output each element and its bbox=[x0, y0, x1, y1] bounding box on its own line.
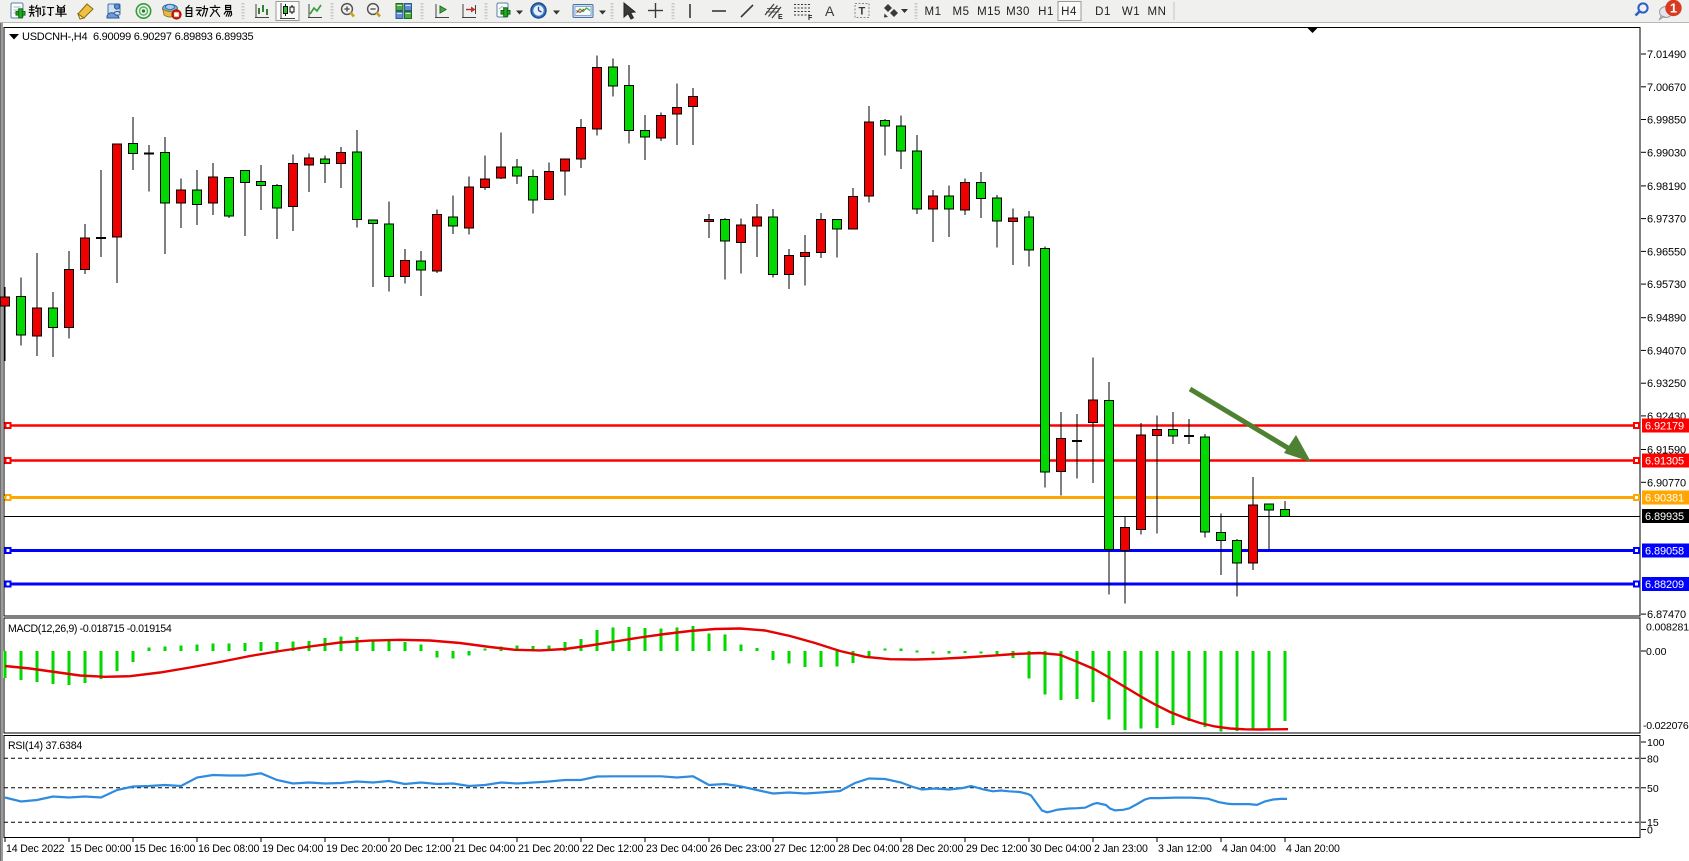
svg-text:21 Dec 04:00: 21 Dec 04:00 bbox=[454, 843, 515, 855]
svg-text:2 Jan 23:00: 2 Jan 23:00 bbox=[1094, 843, 1148, 855]
svg-text:50: 50 bbox=[1647, 783, 1659, 795]
svg-text:USDCNH-,H4 6.90099 6.90297 6.: USDCNH-,H4 6.90099 6.90297 6.89893 6.899… bbox=[22, 31, 254, 43]
svg-text:26 Dec 23:00: 26 Dec 23:00 bbox=[710, 843, 771, 855]
svg-text:22 Dec 12:00: 22 Dec 12:00 bbox=[582, 843, 643, 855]
svg-text:-0.022076: -0.022076 bbox=[1643, 720, 1689, 732]
svg-text:14 Dec 2022: 14 Dec 2022 bbox=[6, 843, 65, 855]
svg-text:6.98190: 6.98190 bbox=[1647, 181, 1686, 193]
svg-text:6.89058: 6.89058 bbox=[1645, 546, 1684, 558]
svg-text:15: 15 bbox=[1647, 817, 1659, 829]
svg-text:0.008281: 0.008281 bbox=[1646, 622, 1689, 634]
svg-text:6.92179: 6.92179 bbox=[1645, 421, 1684, 433]
svg-text:7.01490: 7.01490 bbox=[1647, 49, 1686, 61]
svg-text:28 Dec 20:00: 28 Dec 20:00 bbox=[902, 843, 963, 855]
svg-text:23 Dec 04:00: 23 Dec 04:00 bbox=[646, 843, 707, 855]
svg-text:H1: H1 bbox=[1038, 6, 1054, 18]
svg-text:0.00: 0.00 bbox=[1646, 646, 1667, 658]
svg-text:MACD(12,26,9) -0.018715 -0.019: MACD(12,26,9) -0.018715 -0.019154 bbox=[8, 623, 172, 635]
svg-text:6.94890: 6.94890 bbox=[1647, 313, 1686, 325]
svg-text:20 Dec 12:00: 20 Dec 12:00 bbox=[390, 843, 451, 855]
svg-text:RSI(14) 37.6384: RSI(14) 37.6384 bbox=[8, 740, 82, 752]
svg-text:A: A bbox=[825, 3, 835, 19]
svg-text:6.95730: 6.95730 bbox=[1647, 279, 1686, 291]
svg-text:6.90770: 6.90770 bbox=[1647, 477, 1686, 489]
svg-text:6.99850: 6.99850 bbox=[1647, 115, 1686, 127]
svg-text:1: 1 bbox=[1670, 1, 1677, 16]
svg-text:28 Dec 04:00: 28 Dec 04:00 bbox=[838, 843, 899, 855]
svg-text:19 Dec 04:00: 19 Dec 04:00 bbox=[262, 843, 323, 855]
svg-text:7.00670: 7.00670 bbox=[1647, 82, 1686, 94]
svg-text:16 Dec 08:00: 16 Dec 08:00 bbox=[198, 843, 259, 855]
svg-text:19 Dec 20:00: 19 Dec 20:00 bbox=[326, 843, 387, 855]
svg-text:0: 0 bbox=[1647, 825, 1653, 837]
svg-text:6.93250: 6.93250 bbox=[1647, 378, 1686, 390]
svg-text:29 Dec 12:00: 29 Dec 12:00 bbox=[966, 843, 1027, 855]
svg-text:3 Jan 12:00: 3 Jan 12:00 bbox=[1158, 843, 1212, 855]
svg-text:21 Dec 20:00: 21 Dec 20:00 bbox=[518, 843, 579, 855]
svg-text:100: 100 bbox=[1647, 737, 1665, 749]
svg-text:6.96550: 6.96550 bbox=[1647, 246, 1686, 258]
svg-text:30 Dec 04:00: 30 Dec 04:00 bbox=[1030, 843, 1091, 855]
svg-text:6.97370: 6.97370 bbox=[1647, 214, 1686, 226]
svg-text:M30: M30 bbox=[1006, 6, 1030, 18]
svg-text:M5: M5 bbox=[953, 6, 970, 18]
svg-text:6.91305: 6.91305 bbox=[1645, 456, 1684, 468]
svg-text:27 Dec 12:00: 27 Dec 12:00 bbox=[774, 843, 835, 855]
svg-text:F: F bbox=[808, 15, 813, 22]
svg-text:H4: H4 bbox=[1061, 6, 1077, 18]
svg-text:6.88209: 6.88209 bbox=[1645, 579, 1684, 591]
svg-text:6.99030: 6.99030 bbox=[1647, 147, 1686, 159]
svg-text:W1: W1 bbox=[1122, 6, 1140, 18]
svg-text:M1: M1 bbox=[925, 6, 942, 18]
svg-text:D1: D1 bbox=[1095, 6, 1111, 18]
svg-text:15 Dec 16:00: 15 Dec 16:00 bbox=[134, 843, 195, 855]
svg-text:MN: MN bbox=[1148, 6, 1167, 18]
svg-text:15 Dec 00:00: 15 Dec 00:00 bbox=[70, 843, 131, 855]
svg-text:6.90381: 6.90381 bbox=[1645, 493, 1684, 505]
svg-text:6.89935: 6.89935 bbox=[1645, 511, 1684, 523]
svg-text:T: T bbox=[859, 6, 866, 18]
svg-text:M15: M15 bbox=[977, 6, 1001, 18]
svg-text:6.94070: 6.94070 bbox=[1647, 345, 1686, 357]
svg-text:E: E bbox=[778, 14, 783, 21]
svg-text:80: 80 bbox=[1647, 753, 1659, 765]
svg-text:4 Jan 04:00: 4 Jan 04:00 bbox=[1222, 843, 1276, 855]
svg-text:6.87470: 6.87470 bbox=[1647, 609, 1686, 621]
svg-text:4 Jan 20:00: 4 Jan 20:00 bbox=[1286, 843, 1340, 855]
